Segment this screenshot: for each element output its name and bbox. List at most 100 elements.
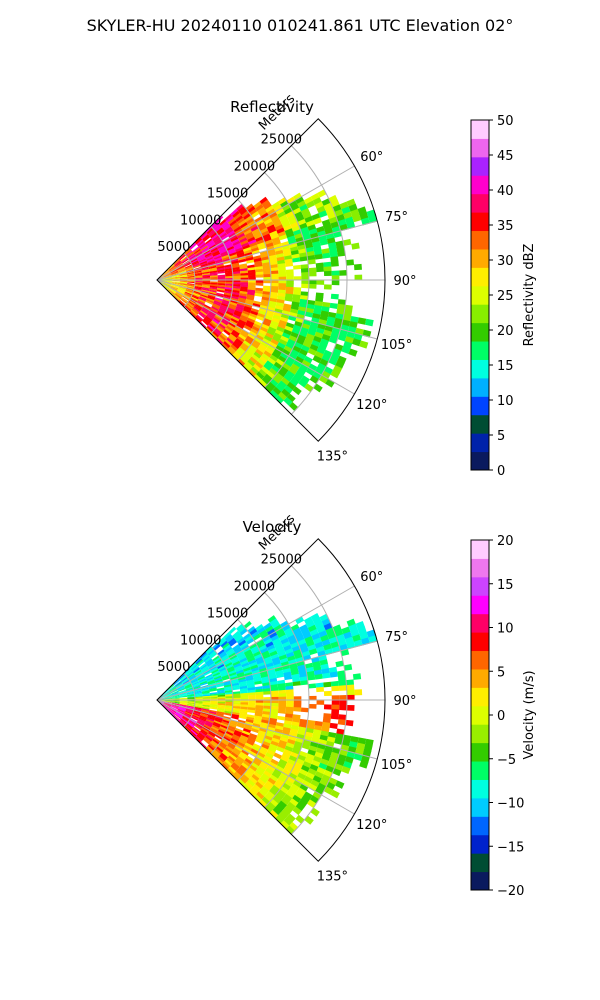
radar-gate [308, 267, 317, 273]
colorbar-tick-label: 45 [497, 149, 514, 164]
radar-gate [323, 349, 333, 358]
radar-gate [186, 706, 195, 709]
radar-gate [217, 287, 225, 291]
radar-gate [252, 363, 262, 372]
radar-gate [203, 235, 211, 242]
radar-gate [187, 703, 195, 706]
radar-gate [285, 710, 294, 715]
radar-gate [184, 712, 192, 717]
radar-gate [261, 376, 270, 385]
radar-gate [216, 215, 224, 223]
radar-gate [184, 668, 191, 675]
radar-gate [202, 726, 210, 732]
radar-gate [225, 730, 234, 737]
radar-gate [314, 253, 323, 260]
radar-gate [322, 672, 331, 679]
radar-gate [286, 801, 296, 811]
radar-gate [232, 314, 241, 320]
radar-gate [205, 658, 213, 665]
radar-gate [248, 239, 257, 245]
radar-gate [179, 696, 188, 698]
radar-gate [247, 737, 256, 744]
radar-gate [209, 267, 217, 271]
radar-gate [186, 273, 195, 276]
radar-gate [202, 705, 210, 709]
radar-gate [263, 705, 271, 710]
radar-gate [192, 246, 200, 253]
radar-gate [185, 687, 194, 691]
radar-gate [265, 347, 274, 355]
radar-gate [201, 232, 208, 240]
radar-gate [235, 305, 244, 311]
radar-gate [213, 300, 222, 305]
radar-gate [219, 321, 228, 328]
radar-gate [193, 290, 201, 295]
radar-gate [267, 303, 276, 309]
radar-gate [226, 215, 234, 223]
radar-gate [255, 754, 264, 762]
radar-gate [199, 262, 208, 267]
radar-gate [239, 688, 248, 692]
radar-gate [298, 799, 308, 808]
radar-gate [248, 368, 257, 377]
radar-gate [179, 276, 188, 279]
colorbar-segment [471, 540, 489, 559]
radar-gate [233, 646, 242, 653]
radar-gate [177, 687, 186, 692]
radar-gate [182, 679, 190, 685]
radar-gate [225, 664, 234, 670]
radar-gate [164, 702, 172, 706]
radar-gate [174, 680, 182, 687]
radar-gate [194, 691, 203, 695]
radar-gate [219, 218, 227, 226]
radar-gate [223, 684, 232, 688]
radar-gate [247, 272, 256, 276]
radar-gate [338, 680, 347, 687]
radar-gate [265, 221, 274, 228]
radar-gate [273, 204, 283, 212]
radar-gate [190, 259, 199, 264]
radar-gate [285, 651, 295, 659]
radar-gate [269, 680, 278, 686]
radar-gate [281, 641, 291, 648]
radar-gate [279, 736, 289, 743]
radar-gate [239, 344, 248, 352]
radar-gate [248, 282, 256, 286]
radar-gate [269, 291, 278, 297]
radar-gate [224, 213, 233, 221]
reflectivity-title: Reflectivity [230, 98, 314, 116]
radar-gate [277, 762, 286, 770]
radar-gate [194, 271, 203, 275]
radar-gate [247, 236, 256, 243]
radar-gate [331, 709, 340, 715]
radar-gate [232, 289, 240, 294]
radar-gate [337, 303, 346, 311]
radar-gate [284, 325, 294, 333]
radar-gate [232, 693, 241, 697]
radar-gate [207, 311, 216, 318]
radar-gate [177, 265, 185, 270]
radar-gate [263, 691, 271, 695]
radar-gate [209, 288, 218, 292]
radar-gate [179, 702, 188, 705]
radar-gate [181, 297, 189, 303]
radar-gate [214, 258, 223, 263]
radar-gate [210, 727, 218, 733]
radar-gate [300, 795, 310, 804]
radar-gate [227, 230, 235, 237]
radar-gate [183, 713, 191, 719]
radar-gate [295, 635, 305, 643]
radar-gate [285, 689, 294, 694]
radar-gate [283, 385, 293, 394]
radar-gate [276, 256, 285, 262]
radar-gate [264, 315, 273, 321]
radar-gate [213, 255, 222, 260]
radar-gate [244, 723, 253, 729]
radar-gate [328, 666, 338, 674]
radar-gate [271, 364, 280, 373]
radar-gate [261, 743, 270, 750]
radar-gate [222, 658, 231, 664]
radar-gate [341, 765, 351, 775]
radar-gate [280, 797, 290, 806]
radar-gate [246, 234, 255, 241]
